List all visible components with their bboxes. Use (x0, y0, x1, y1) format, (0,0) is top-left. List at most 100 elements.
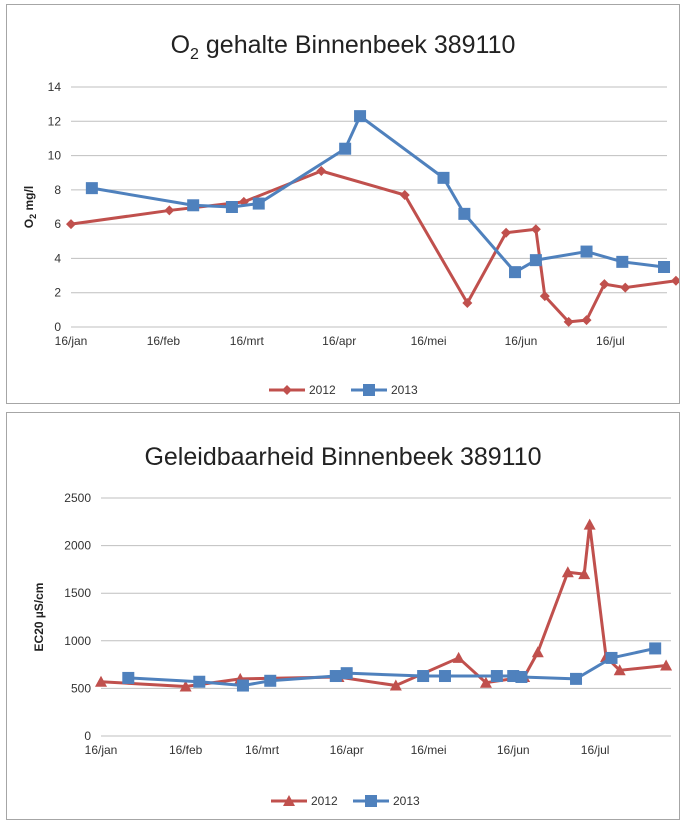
legend-label-2013: 2013 (393, 794, 420, 808)
x-tick-label: 16/feb (147, 334, 181, 348)
data-point-2013 (354, 110, 367, 123)
y-tick-label: 2500 (64, 491, 91, 505)
series-2013 (122, 642, 662, 692)
data-point-2012 (95, 675, 107, 687)
data-point-2012 (670, 275, 679, 286)
y-tick-label: 10 (48, 149, 62, 163)
y-tick-label: 0 (84, 729, 91, 743)
data-point-2012 (578, 568, 591, 580)
y-tick-label: 2000 (64, 539, 91, 553)
data-point-2013 (122, 671, 135, 684)
x-tick-label: 16/mei (411, 334, 447, 348)
data-point-2013 (438, 670, 451, 683)
y-axis-label: O2 mg/l (22, 186, 38, 228)
data-point-2013 (225, 201, 238, 213)
data-point-2012 (561, 566, 574, 578)
o2-chart-svg: 0 2 4 6 8 10 12 14 16/jan 16/feb 16/mrt 16/apr 16/me… (22, 80, 679, 397)
data-point-2012 (660, 659, 673, 671)
data-point-2013 (340, 667, 353, 680)
legend: 2012 2013 (269, 383, 418, 397)
data-point-2013 (236, 679, 249, 692)
x-tick-label: 16/jan (55, 334, 88, 348)
data-point-2013 (252, 197, 265, 210)
legend-marker-2012 (283, 795, 295, 806)
x-tick-label: 16/jun (497, 743, 530, 757)
data-point-2013 (529, 254, 542, 267)
data-point-2012 (599, 279, 610, 290)
y-tick-label: 4 (54, 251, 61, 265)
y-axis-label: EC20 µS/cm (32, 583, 46, 652)
data-point-2013 (515, 670, 528, 683)
data-point-2013 (658, 261, 671, 273)
series-2013 (85, 110, 671, 279)
data-point-2012 (501, 227, 512, 238)
y-tick-label: 8 (54, 183, 61, 197)
data-point-2013 (437, 171, 450, 184)
data-point-2013 (264, 674, 277, 687)
y-tick-label: 0 (54, 320, 61, 334)
series-line-2012 (100, 523, 667, 688)
conductivity-chart-panel: Geleidbaarheid Binnenbeek 389110 0 500 100… (6, 412, 680, 820)
series-2012 (95, 518, 673, 692)
data-point-2012 (613, 664, 626, 676)
data-point-2012 (462, 298, 473, 308)
data-point-2013 (187, 199, 200, 212)
data-point-2012 (583, 518, 596, 530)
x-tick-label: 16/mrt (230, 334, 265, 348)
data-point-2012 (66, 219, 76, 230)
y-tick-label: 500 (71, 681, 91, 695)
data-point-2013 (85, 182, 98, 195)
data-point-2012 (539, 291, 550, 302)
legend-label-2012: 2012 (311, 794, 338, 808)
y-tick-label: 12 (48, 114, 62, 128)
y-tick-label: 14 (48, 80, 62, 94)
y-tick-label: 2 (54, 286, 61, 300)
series-line-2013 (91, 114, 665, 274)
legend: 2012 2013 (271, 794, 420, 808)
data-point-2012 (581, 315, 592, 326)
x-tick-label: 16/apr (322, 334, 356, 348)
data-point-2012 (179, 680, 192, 692)
conductivity-chart-svg: 0 500 1000 1500 2000 2500 16/jan 16/feb 16/mrt 16… (32, 491, 673, 808)
data-point-2013 (458, 207, 471, 220)
data-point-2012 (531, 646, 544, 658)
data-point-2013 (580, 245, 593, 258)
series-2012 (66, 166, 679, 327)
legend-label-2012: 2012 (309, 383, 336, 397)
data-point-2012 (563, 316, 574, 327)
x-tick-label: 16/mrt (245, 743, 280, 757)
x-tick-label: 16/jul (596, 334, 625, 348)
series-line-2012 (70, 169, 677, 324)
data-point-2012 (399, 190, 410, 200)
legend-label-2013: 2013 (391, 383, 418, 397)
legend-marker-2013 (363, 384, 375, 396)
data-point-2012 (389, 679, 402, 691)
data-point-2012 (530, 224, 541, 235)
o2-chart-panel: O2 gehalte Binnenbeek 389110 0 2 4 6 8 10 12 14… (6, 4, 680, 404)
data-point-2013 (329, 670, 342, 683)
data-point-2013 (507, 670, 520, 683)
y-tick-label: 1000 (64, 634, 91, 648)
chart-title: O2 gehalte Binnenbeek 389110 (170, 31, 516, 63)
data-point-2013 (616, 255, 629, 268)
data-point-2012 (620, 282, 631, 293)
data-point-2013 (339, 142, 352, 155)
data-point-2013 (509, 266, 522, 279)
legend-marker-2012 (282, 385, 292, 395)
y-tick-label: 6 (54, 217, 61, 231)
data-point-2013 (649, 642, 662, 655)
x-tick-label: 16/feb (169, 743, 203, 757)
x-tick-label: 16/jun (505, 334, 538, 348)
data-point-2013 (490, 670, 503, 683)
x-tick-label: 16/jul (581, 743, 610, 757)
x-tick-label: 16/apr (330, 743, 364, 757)
data-point-2013 (570, 672, 583, 685)
y-tick-label: 1500 (64, 586, 91, 600)
legend-marker-2013 (365, 795, 377, 807)
data-point-2012 (316, 166, 327, 176)
data-point-2013 (605, 651, 618, 664)
data-point-2013 (193, 675, 206, 688)
data-point-2012 (479, 676, 492, 688)
chart-title: Geleidbaarheid Binnenbeek 389110 (144, 443, 542, 471)
data-point-2013 (417, 670, 430, 683)
